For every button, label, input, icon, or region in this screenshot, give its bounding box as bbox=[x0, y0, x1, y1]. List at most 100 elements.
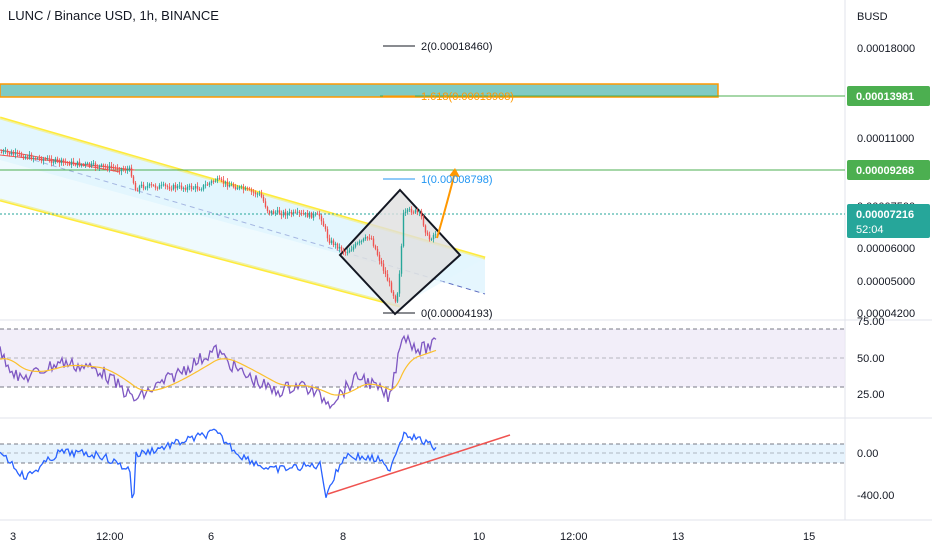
candle-body bbox=[322, 221, 325, 226]
candle-body bbox=[424, 225, 427, 233]
candle-body bbox=[118, 169, 121, 172]
candle-body bbox=[132, 176, 135, 183]
candle-body bbox=[348, 250, 351, 252]
rsi-ma-line bbox=[0, 349, 437, 396]
candle-body bbox=[130, 167, 133, 177]
candle-body bbox=[254, 192, 257, 195]
candle-body bbox=[228, 185, 231, 187]
candle-body bbox=[306, 213, 309, 217]
candle-body bbox=[72, 161, 75, 165]
candle-body bbox=[250, 189, 253, 192]
candle-body bbox=[420, 211, 423, 217]
candle-body bbox=[126, 169, 129, 171]
candle-body bbox=[76, 161, 79, 166]
price-tick: 0.00005000 bbox=[857, 276, 915, 288]
candle-body bbox=[56, 158, 59, 161]
candle-body bbox=[302, 213, 305, 215]
rsi-pane[interactable] bbox=[0, 328, 845, 410]
candle-body bbox=[18, 152, 21, 154]
candle-body bbox=[362, 238, 365, 241]
candle-body bbox=[390, 282, 393, 292]
candle-body bbox=[276, 210, 279, 213]
candle-body bbox=[16, 152, 19, 154]
candle-body bbox=[92, 163, 95, 165]
candle-body bbox=[400, 246, 403, 274]
candle-body bbox=[154, 185, 157, 188]
candle-body bbox=[0, 152, 3, 153]
candle-body bbox=[70, 161, 73, 166]
candle-body bbox=[244, 187, 247, 190]
candle-body bbox=[102, 164, 105, 166]
time-tick: 13 bbox=[672, 531, 684, 543]
candle-body bbox=[144, 187, 147, 189]
price-badge-13981-text: 0.00013981 bbox=[856, 91, 914, 103]
candle-body bbox=[316, 213, 319, 215]
candle-body bbox=[328, 238, 331, 244]
candle-body bbox=[38, 157, 41, 159]
rsi-line bbox=[0, 333, 437, 410]
candle-body bbox=[300, 213, 303, 214]
price-axis[interactable]: BUSD 0.00018000 0.00011000 0.00007500 0.… bbox=[847, 11, 930, 320]
candle-body bbox=[152, 185, 155, 186]
fib-label-0: 0(0.00004193) bbox=[421, 308, 493, 320]
candle-body bbox=[426, 232, 429, 235]
candle-body bbox=[36, 157, 39, 159]
candle-body bbox=[2, 151, 5, 153]
rsi-tick: 25.00 bbox=[857, 389, 885, 401]
candle-body bbox=[310, 212, 313, 218]
price-tick: 0.00006000 bbox=[857, 243, 915, 255]
candle-body bbox=[284, 211, 287, 216]
candle-body bbox=[406, 209, 409, 212]
candle-body bbox=[396, 293, 399, 302]
candle-body bbox=[184, 187, 187, 190]
candle-body bbox=[164, 184, 167, 187]
candle-body bbox=[242, 186, 245, 190]
candle-body bbox=[270, 211, 273, 214]
candle-body bbox=[218, 178, 221, 179]
candle-body bbox=[120, 168, 123, 172]
time-tick: 15 bbox=[803, 531, 815, 543]
candle-body bbox=[220, 178, 223, 180]
time-tick: 12:00 bbox=[560, 531, 588, 543]
candle-body bbox=[128, 167, 131, 170]
oscillator-pane[interactable] bbox=[0, 428, 845, 499]
candle-body bbox=[252, 191, 255, 193]
candle-body bbox=[352, 246, 355, 250]
candle-body bbox=[360, 240, 363, 242]
candle-body bbox=[392, 291, 395, 296]
candle-body bbox=[20, 153, 23, 157]
candle-body bbox=[238, 186, 241, 189]
candle-body bbox=[342, 250, 345, 252]
candle-body bbox=[408, 208, 411, 210]
fib-label-2: 2(0.00018460) bbox=[421, 41, 493, 53]
candle-body bbox=[290, 211, 293, 215]
time-axis[interactable]: 3 12:00 6 8 10 12:00 13 15 bbox=[10, 531, 815, 543]
candle-body bbox=[274, 212, 277, 214]
candle-body bbox=[412, 212, 415, 214]
fib-label-1: 1(0.00008798) bbox=[421, 174, 493, 186]
candle-body bbox=[372, 238, 375, 246]
candle-body bbox=[336, 243, 339, 249]
candle-body bbox=[388, 280, 391, 283]
candle-body bbox=[222, 179, 225, 184]
candle-body bbox=[364, 237, 367, 239]
candle-body bbox=[376, 248, 379, 255]
candle-body bbox=[272, 211, 275, 214]
candle-body bbox=[46, 158, 49, 160]
candle-body bbox=[14, 152, 17, 155]
main-pane[interactable] bbox=[0, 45, 845, 316]
rsi-tick: 75.00 bbox=[857, 316, 885, 328]
candle-body bbox=[12, 152, 15, 155]
candle-body bbox=[258, 193, 261, 195]
candle-body bbox=[100, 164, 103, 166]
candle-body bbox=[32, 158, 35, 160]
diamond-pattern bbox=[338, 188, 462, 316]
candle-body bbox=[170, 188, 173, 190]
candle-body bbox=[8, 152, 11, 155]
candles-group bbox=[0, 147, 437, 304]
price-badge-13981 bbox=[847, 86, 930, 106]
candle-body bbox=[234, 186, 237, 189]
candle-body bbox=[188, 185, 191, 187]
